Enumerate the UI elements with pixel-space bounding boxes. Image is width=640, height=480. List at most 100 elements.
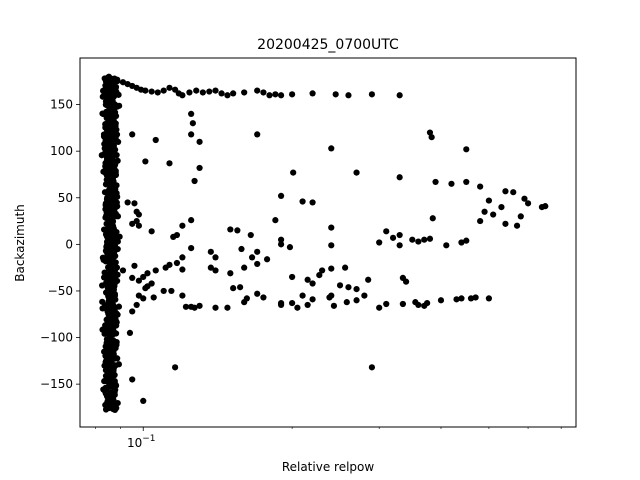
- data-point: [196, 302, 203, 309]
- data-point: [193, 87, 200, 94]
- data-point: [166, 160, 173, 167]
- data-point: [277, 236, 285, 243]
- data-point: [224, 92, 231, 99]
- data-point: [196, 138, 203, 145]
- data-point: [109, 368, 117, 375]
- data-point: [218, 90, 225, 97]
- data-point: [428, 134, 435, 141]
- y-tick-label: −150: [40, 377, 73, 391]
- data-point: [140, 397, 147, 405]
- data-point: [100, 110, 107, 118]
- data-points: [98, 73, 549, 414]
- data-point: [463, 178, 470, 186]
- data-point: [424, 299, 431, 307]
- data-point: [254, 131, 261, 138]
- data-point: [212, 304, 219, 311]
- data-point: [409, 236, 416, 243]
- data-point: [502, 220, 509, 227]
- data-point: [108, 363, 115, 370]
- data-point: [396, 174, 403, 181]
- data-point: [260, 89, 267, 96]
- data-point: [345, 92, 352, 99]
- data-point: [230, 90, 237, 97]
- data-point: [336, 282, 344, 289]
- data-point: [415, 301, 422, 309]
- data-point: [277, 299, 285, 307]
- data-point: [458, 295, 465, 302]
- data-point: [106, 88, 114, 95]
- data-point: [290, 169, 297, 176]
- data-point: [131, 262, 138, 269]
- data-point: [105, 375, 112, 382]
- data-point: [129, 376, 136, 383]
- data-point: [135, 277, 142, 284]
- data-point: [103, 274, 110, 281]
- chart-title: 20200425_0700UTC: [257, 37, 399, 53]
- data-point: [142, 285, 149, 292]
- data-point: [472, 294, 479, 301]
- data-point: [168, 287, 175, 295]
- data-point: [114, 271, 121, 278]
- data-point: [110, 137, 118, 144]
- data-point: [152, 267, 159, 274]
- data-point: [426, 235, 434, 242]
- data-point: [342, 264, 349, 271]
- data-point: [513, 222, 521, 229]
- data-point: [129, 220, 136, 227]
- y-tick-label: 150: [50, 98, 73, 112]
- data-point: [304, 276, 311, 283]
- data-point: [115, 303, 123, 310]
- data-point: [368, 91, 376, 98]
- data-point: [103, 357, 110, 364]
- data-point: [330, 302, 338, 309]
- data-point: [135, 211, 142, 218]
- data-point: [319, 267, 326, 274]
- data-point: [106, 324, 113, 331]
- data-point: [309, 90, 316, 97]
- data-point: [113, 322, 120, 329]
- data-point: [289, 91, 296, 98]
- data-point: [107, 253, 114, 260]
- data-point: [162, 264, 169, 271]
- data-point: [148, 280, 155, 287]
- data-point: [102, 98, 110, 105]
- data-point: [247, 231, 254, 239]
- data-point: [99, 254, 107, 261]
- data-point: [316, 272, 323, 279]
- data-point: [437, 297, 445, 304]
- data-point: [234, 227, 241, 234]
- data-point: [111, 109, 119, 116]
- data-point: [238, 245, 245, 253]
- data-point: [396, 242, 403, 249]
- data-point: [152, 136, 159, 144]
- data-point: [277, 92, 285, 99]
- y-tick-label: 0: [65, 237, 73, 251]
- data-point: [477, 183, 484, 190]
- data-point: [129, 308, 136, 315]
- data-point: [107, 264, 114, 271]
- data-point: [129, 131, 136, 138]
- data-point: [353, 169, 360, 176]
- data-point: [104, 316, 111, 323]
- data-point: [248, 254, 256, 261]
- data-point: [191, 177, 198, 185]
- data-point: [116, 233, 123, 240]
- data-point: [104, 169, 111, 176]
- data-point: [212, 87, 219, 94]
- data-point: [524, 200, 532, 207]
- data-point: [277, 192, 285, 200]
- data-point: [172, 364, 179, 371]
- data-point: [188, 217, 195, 224]
- data-point: [289, 273, 296, 281]
- data-point: [160, 287, 167, 295]
- data-point: [490, 211, 497, 218]
- data-point: [131, 200, 138, 207]
- data-point: [108, 211, 115, 218]
- data-point: [182, 303, 190, 310]
- data-point: [467, 295, 475, 302]
- data-point: [254, 260, 261, 268]
- data-point: [485, 295, 493, 302]
- axes-frame: [79, 57, 577, 428]
- data-point: [254, 248, 261, 255]
